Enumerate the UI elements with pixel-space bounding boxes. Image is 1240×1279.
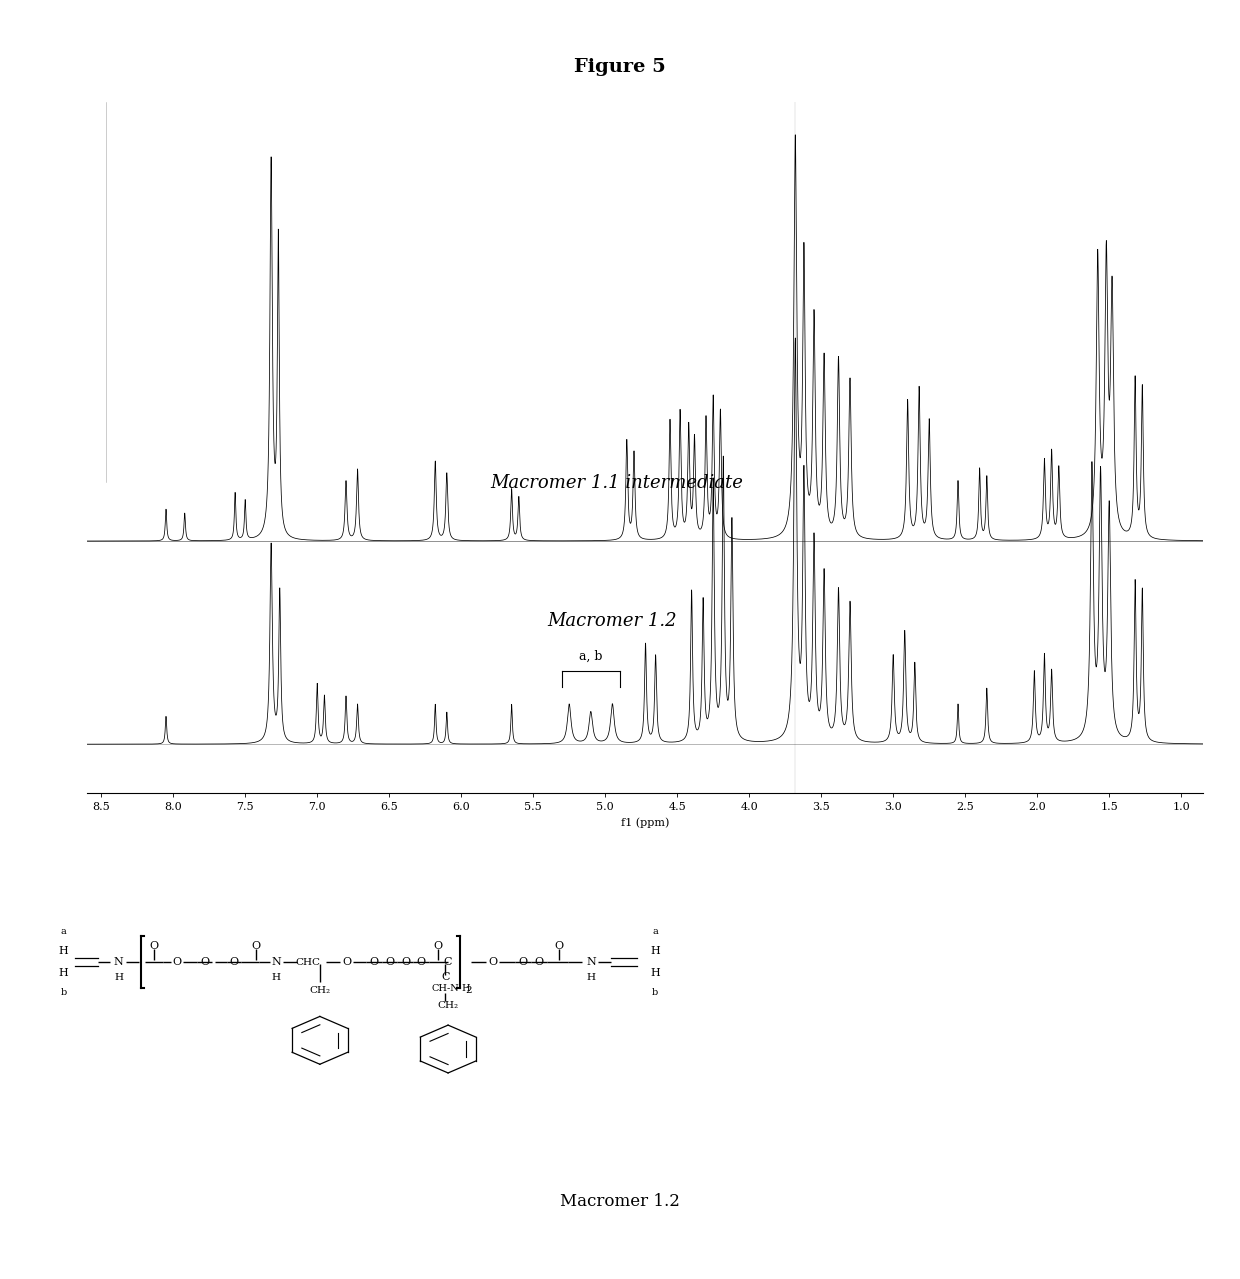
X-axis label: f1 (ppm): f1 (ppm) <box>620 817 670 828</box>
Text: H: H <box>587 973 595 982</box>
Text: H: H <box>58 968 68 978</box>
Text: O: O <box>434 940 443 950</box>
Text: Figure 5: Figure 5 <box>574 58 666 75</box>
Text: Macromer 1.1 intermediate: Macromer 1.1 intermediate <box>490 475 743 492</box>
Text: H: H <box>58 946 68 957</box>
Text: CHC: CHC <box>295 958 321 967</box>
Text: H: H <box>272 973 280 982</box>
Text: a: a <box>652 927 658 936</box>
Text: O: O <box>201 957 210 967</box>
Text: CH₂: CH₂ <box>309 986 330 995</box>
Text: N: N <box>272 957 281 967</box>
Text: a, b: a, b <box>579 650 603 663</box>
Text: C: C <box>444 957 453 967</box>
Text: 2: 2 <box>465 986 471 995</box>
Text: O: O <box>172 957 181 967</box>
Text: H: H <box>650 946 660 957</box>
Text: O: O <box>342 957 352 967</box>
Text: O: O <box>252 940 260 950</box>
Text: Macromer 1.2: Macromer 1.2 <box>548 613 677 631</box>
Text: O: O <box>370 957 378 967</box>
Text: CH₂: CH₂ <box>438 1001 459 1010</box>
Text: N: N <box>114 957 124 967</box>
Text: O: O <box>149 940 159 950</box>
Text: O: O <box>489 957 497 967</box>
Text: b: b <box>61 987 67 998</box>
Text: Macromer 1.2: Macromer 1.2 <box>560 1193 680 1210</box>
Text: N: N <box>587 957 595 967</box>
Text: O: O <box>417 957 425 967</box>
Text: C: C <box>441 972 449 982</box>
Text: O: O <box>518 957 527 967</box>
Text: O: O <box>534 957 543 967</box>
Text: O: O <box>401 957 410 967</box>
Text: H: H <box>114 973 123 982</box>
Text: H: H <box>461 984 470 993</box>
Text: b: b <box>652 987 658 998</box>
Text: O: O <box>554 940 563 950</box>
Text: H: H <box>650 968 660 978</box>
Text: CH-N: CH-N <box>432 984 459 993</box>
Text: a: a <box>61 927 66 936</box>
Text: O: O <box>386 957 394 967</box>
Text: O: O <box>229 957 239 967</box>
